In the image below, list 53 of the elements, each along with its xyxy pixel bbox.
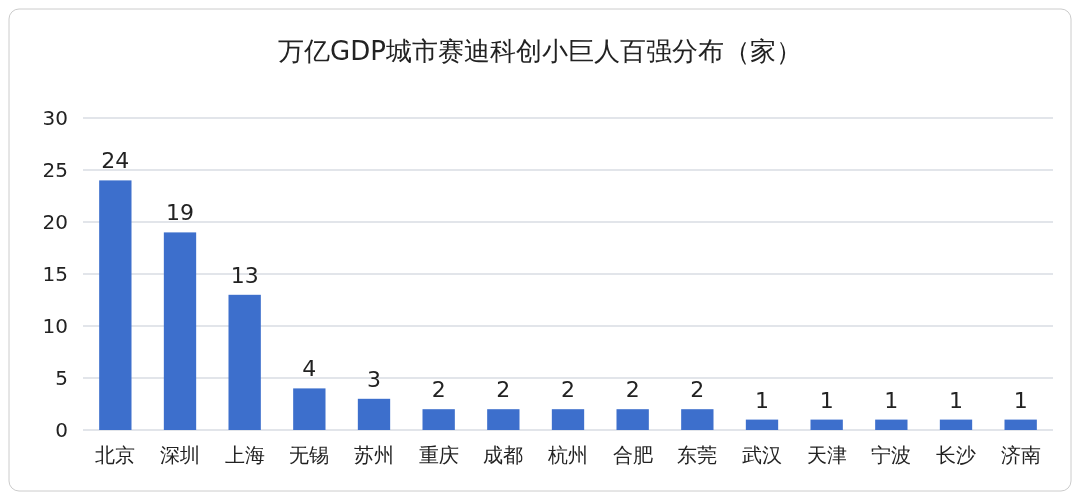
data-label: 2 bbox=[690, 377, 705, 403]
bar bbox=[616, 409, 649, 430]
x-tick-label: 武汉 bbox=[742, 443, 782, 467]
data-label: 1 bbox=[755, 387, 769, 413]
x-tick-label: 深圳 bbox=[160, 443, 200, 467]
bar bbox=[810, 419, 843, 430]
bar bbox=[228, 294, 261, 430]
x-tick-label: 杭州 bbox=[547, 443, 588, 467]
y-tick-label: 5 bbox=[55, 366, 68, 390]
x-tick-label: 重庆 bbox=[418, 443, 459, 467]
bar bbox=[487, 409, 520, 430]
x-tick-label: 无锡 bbox=[289, 443, 330, 467]
x-tick-label: 上海 bbox=[224, 443, 265, 467]
x-tick-label: 东莞 bbox=[677, 443, 718, 467]
bar bbox=[939, 419, 973, 430]
x-tick-label: 北京 bbox=[95, 443, 136, 467]
data-label: 1 bbox=[949, 387, 963, 413]
x-tick-label: 苏州 bbox=[354, 443, 394, 467]
x-tick-label: 成都 bbox=[483, 443, 524, 467]
bar bbox=[422, 409, 455, 430]
data-label: 1 bbox=[1013, 387, 1028, 413]
y-tick-label: 10 bbox=[42, 314, 68, 338]
data-label: 2 bbox=[625, 377, 640, 403]
x-tick-label: 天津 bbox=[806, 443, 847, 467]
x-tick-label: 宁波 bbox=[871, 443, 912, 467]
data-label: 24 bbox=[101, 148, 130, 174]
data-label: 19 bbox=[166, 200, 194, 226]
data-label: 1 bbox=[819, 387, 834, 413]
y-tick-label: 30 bbox=[42, 106, 68, 130]
x-tick-label: 长沙 bbox=[936, 443, 976, 467]
chart-title: 万亿GDP城市赛迪科创小巨人百强分布（家） bbox=[278, 36, 802, 66]
bar bbox=[745, 419, 779, 430]
y-tick-label: 20 bbox=[42, 210, 68, 234]
data-label: 2 bbox=[496, 377, 511, 403]
bar bbox=[99, 180, 132, 430]
bar bbox=[293, 388, 326, 430]
x-tick-label: 济南 bbox=[1000, 443, 1041, 467]
bar bbox=[551, 409, 585, 430]
data-label: 13 bbox=[230, 262, 259, 288]
data-label: 2 bbox=[561, 377, 575, 403]
bar bbox=[875, 419, 908, 430]
y-tick-label: 0 bbox=[55, 418, 68, 442]
data-label: 1 bbox=[884, 387, 899, 413]
data-label: 4 bbox=[302, 356, 317, 382]
y-tick-label: 25 bbox=[42, 158, 68, 182]
data-label: 3 bbox=[367, 366, 381, 392]
bar bbox=[163, 232, 197, 430]
y-tick-label: 15 bbox=[42, 262, 68, 286]
data-label: 2 bbox=[431, 377, 446, 403]
bar bbox=[1004, 419, 1037, 430]
bar bbox=[681, 409, 714, 430]
bar bbox=[357, 398, 391, 430]
x-tick-label: 合肥 bbox=[612, 443, 653, 467]
